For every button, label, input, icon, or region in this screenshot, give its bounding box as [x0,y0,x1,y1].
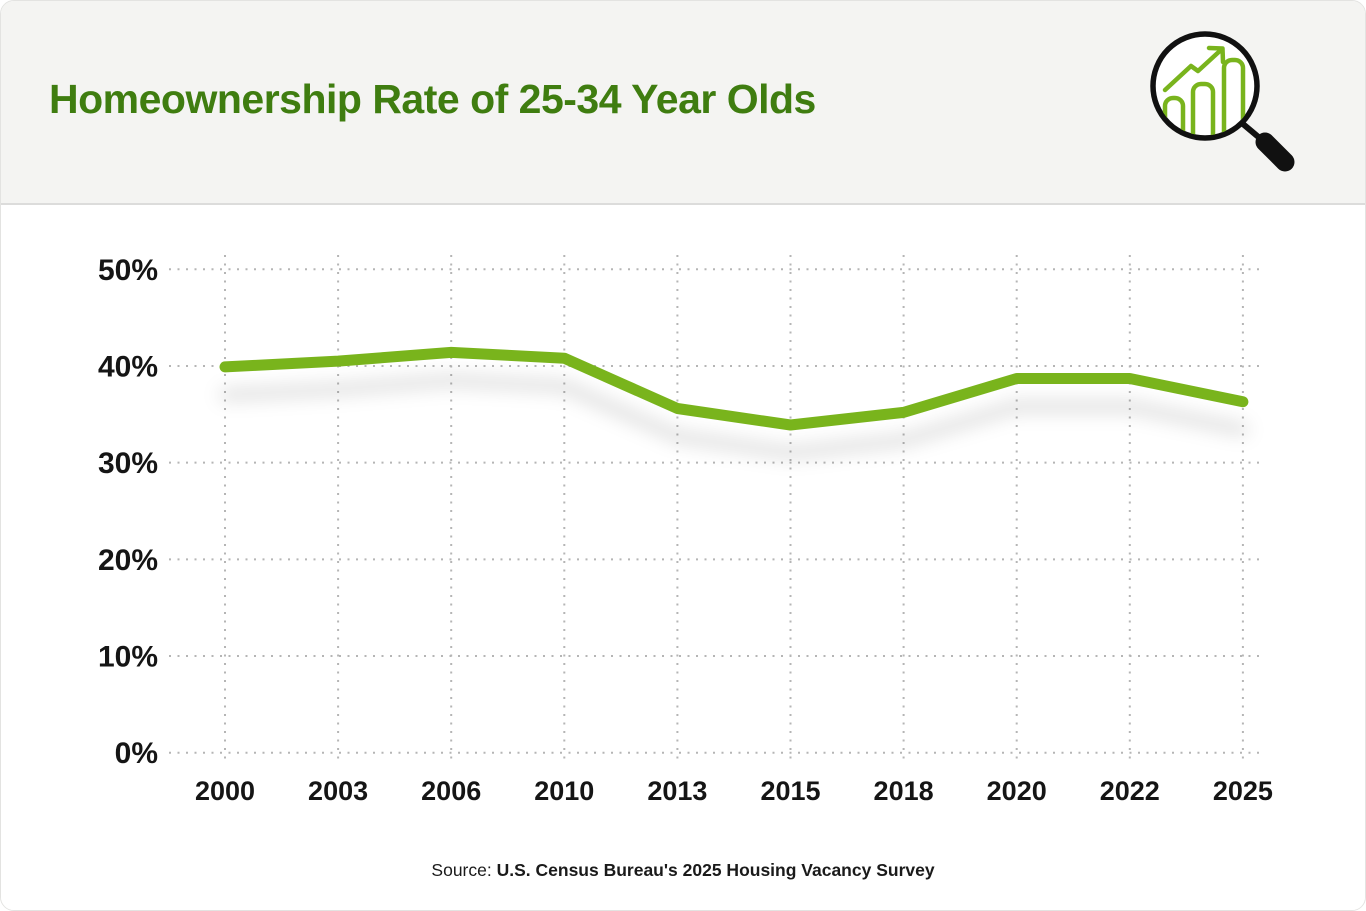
trend-arrow [1162,46,1225,93]
trend-arrow-head [1206,45,1226,65]
x-tick-label: 2020 [987,776,1047,806]
x-tick-label: 2015 [760,776,820,806]
header: Homeownership Rate of 25-34 Year Olds [1,1,1365,205]
x-tick-label: 2006 [421,776,481,806]
source-label: Source: [431,860,497,880]
x-tick-label: 2025 [1213,776,1273,806]
source-caption: Source: U.S. Census Bureau's 2025 Housin… [1,860,1365,881]
line-chart: 0%10%20%30%40%50% 2000 2003 2006 2010 2013 20… [98,254,1273,806]
chart-magnifier-icon [1150,31,1295,172]
homeownership-rate-line [219,346,1249,431]
y-tick-label: 0% [115,737,158,770]
y-tick-label: 40% [98,350,158,383]
x-axis-labels: 2000 2003 2006 2010 2013 2015 2018 2020 2022 2025 [195,776,1273,806]
vertical-gridlines [224,255,1244,765]
y-tick-label: 30% [98,447,158,480]
source-text: U.S. Census Bureau's 2025 Housing Vacanc… [496,860,935,880]
x-tick-label: 2013 [647,776,707,806]
horizontal-gridlines [169,268,1259,754]
x-tick-label: 2003 [308,776,368,806]
x-tick-label: 2000 [195,776,255,806]
x-tick-label: 2022 [1100,776,1160,806]
y-tick-label: 20% [98,544,158,577]
data-series [219,346,1249,431]
y-tick-label: 50% [98,254,158,287]
page-title: Homeownership Rate of 25-34 Year Olds [49,76,816,122]
chart-area: 0% 10% 20% 30% 40% 50% 2000 2003 2006 2010 2013 20… [1,205,1365,910]
x-tick-label: 2010 [534,776,594,806]
y-tick-label: 10% [98,641,158,674]
magnifier-handle [1240,121,1295,172]
y-axis-labels: 0% 10% 20% 30% 40% 50% [98,254,158,770]
x-tick-label: 2018 [874,776,934,806]
